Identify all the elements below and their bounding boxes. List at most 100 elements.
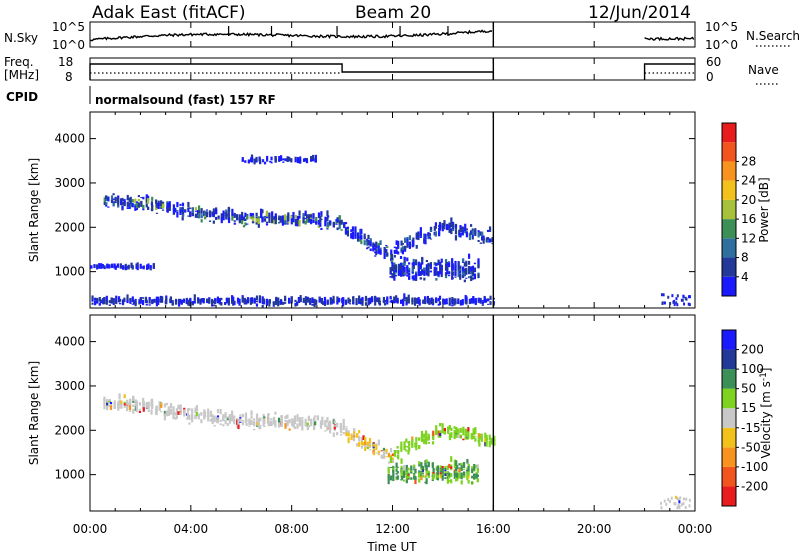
echo-cell xyxy=(480,439,483,443)
echo-cell xyxy=(400,476,404,480)
echo-cell xyxy=(403,237,407,243)
echo-cell xyxy=(421,472,425,474)
freq-label-line2: [MHz] xyxy=(4,68,39,82)
colorbar-swatch xyxy=(722,466,736,487)
echo-cell xyxy=(304,296,308,302)
echo-cell xyxy=(456,477,459,481)
echo-cell xyxy=(383,299,387,303)
echo-cell xyxy=(134,205,137,208)
echo-cell xyxy=(241,157,244,162)
colorbar-swatch xyxy=(722,427,736,448)
echo-cell xyxy=(429,270,432,273)
y-tick-label: 2000 xyxy=(54,423,85,437)
echo-cell xyxy=(215,216,218,220)
echo-cell xyxy=(421,269,424,271)
echo-cell xyxy=(301,420,304,426)
echo-cell xyxy=(397,243,400,248)
echo-cell xyxy=(200,419,203,423)
echo-cell xyxy=(326,217,329,222)
echo-cell xyxy=(314,420,317,422)
echo-cell xyxy=(131,199,134,203)
echo-cell xyxy=(450,456,453,463)
echo-cell xyxy=(407,450,410,455)
echo-cell xyxy=(364,295,368,301)
echo-cell xyxy=(109,401,113,404)
echo-cell xyxy=(246,297,250,302)
echo-cell xyxy=(134,300,137,307)
colorbar-swatch xyxy=(722,199,736,220)
echo-cell xyxy=(304,418,307,423)
echo-cell xyxy=(461,271,465,277)
echo-cell xyxy=(480,433,483,440)
echo-cell xyxy=(158,401,161,407)
echo-cell xyxy=(157,203,160,208)
echo-cell xyxy=(142,400,145,404)
echo-cell xyxy=(395,467,398,472)
echo-cell xyxy=(123,297,126,302)
echo-cell xyxy=(425,467,428,471)
echo-cell xyxy=(131,264,134,269)
echo-cell xyxy=(423,270,426,277)
echo-cell xyxy=(450,228,453,232)
echo-cell xyxy=(360,440,364,443)
echo-cell xyxy=(255,295,259,301)
echo-cell xyxy=(165,298,168,302)
echo-cell xyxy=(476,468,479,473)
y-tick-label: 4000 xyxy=(54,335,85,349)
echo-cell xyxy=(281,217,284,223)
echo-cell xyxy=(332,432,335,436)
echo-cell xyxy=(98,297,101,302)
echo-cell xyxy=(298,417,302,423)
echo-cell xyxy=(253,428,256,431)
echo-cell xyxy=(429,238,433,240)
echo-cell xyxy=(244,222,247,226)
echo-cell xyxy=(454,225,458,228)
echo-cell xyxy=(265,300,268,306)
echo-cell xyxy=(406,274,409,277)
echo-cell xyxy=(436,465,439,470)
echo-cell xyxy=(244,212,247,217)
echo-cell xyxy=(470,434,473,440)
echo-cell xyxy=(674,502,677,506)
colorbar-tick-label: -15 xyxy=(741,421,761,435)
echo-cell xyxy=(219,423,222,426)
echo-cell xyxy=(224,421,227,425)
echo-cell xyxy=(462,471,466,477)
echo-cell xyxy=(131,204,134,207)
echo-cell xyxy=(475,477,478,479)
echo-cell xyxy=(142,265,145,270)
echo-cell xyxy=(141,303,145,305)
echo-cell xyxy=(139,263,142,267)
echo-cell xyxy=(272,305,275,307)
echo-cell xyxy=(175,409,179,413)
echo-cell xyxy=(155,303,158,307)
echo-cell xyxy=(231,417,234,422)
echo-cell xyxy=(107,206,110,208)
echo-cell xyxy=(114,265,117,269)
echo-cell xyxy=(372,443,376,447)
echo-cell xyxy=(148,296,151,301)
echo-cell xyxy=(252,221,255,224)
echo-cell xyxy=(458,474,461,478)
echo-cell xyxy=(441,222,444,226)
echo-cell xyxy=(663,499,666,503)
echo-cell xyxy=(458,470,461,473)
cpid-label: CPID xyxy=(6,90,38,104)
echo-cell xyxy=(463,272,466,276)
echo-cell xyxy=(311,297,314,300)
echo-cell xyxy=(414,278,418,281)
echo-cell xyxy=(122,266,125,270)
echo-cell xyxy=(338,215,341,221)
echo-cell xyxy=(306,424,309,430)
echo-cell xyxy=(472,298,475,304)
echo-cell xyxy=(434,222,438,226)
echo-cell xyxy=(369,239,372,245)
echo-cell xyxy=(257,216,260,221)
echo-cell xyxy=(215,209,218,215)
echo-cell xyxy=(454,276,457,278)
echo-cell xyxy=(294,303,297,305)
echo-cell xyxy=(425,430,428,436)
echo-cell xyxy=(259,158,262,165)
echo-cell xyxy=(120,400,123,405)
echo-cell xyxy=(396,466,399,468)
